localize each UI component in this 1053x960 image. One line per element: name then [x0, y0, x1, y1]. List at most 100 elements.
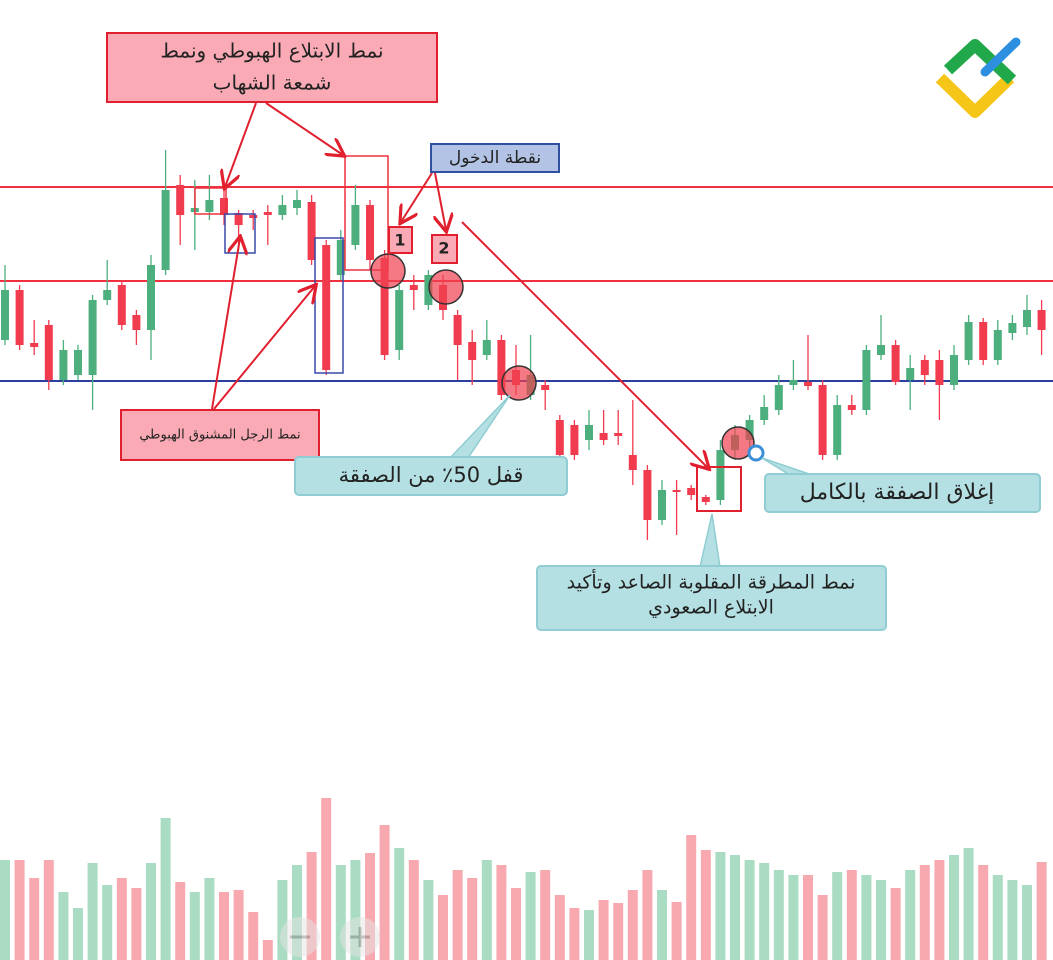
candle-body: [964, 322, 973, 360]
volume-bar: [657, 890, 667, 960]
candle-body: [628, 455, 637, 470]
volume-bar: [890, 888, 901, 960]
volume-bar: [394, 848, 405, 960]
volume-bar: [803, 875, 813, 960]
volume-bar: [569, 908, 580, 960]
candle-body: [804, 382, 812, 386]
annotation-text: نمط المطرقة المقلوبة الصاعد وتأكيد: [567, 569, 856, 594]
annotation-box: [430, 143, 560, 173]
candle-body: [687, 488, 696, 495]
candle-body: [585, 425, 593, 440]
signal-circles: [370, 253, 755, 460]
annotation-box: [764, 473, 1041, 513]
candle-body: [818, 385, 827, 455]
candle-body: [322, 245, 331, 370]
volume-bar: [102, 885, 113, 960]
volume-bar: [87, 863, 98, 960]
volume-bar: [481, 860, 492, 960]
candle-body: [643, 470, 652, 520]
candle-body: [59, 350, 68, 380]
volume-bar: [233, 890, 244, 960]
candle-body: [44, 325, 53, 380]
arrow: [435, 172, 446, 230]
volume-bar: [846, 870, 857, 960]
volume-bar: [365, 853, 375, 960]
candle-body: [541, 385, 550, 390]
candle-body: [877, 345, 885, 355]
candle-body: [862, 350, 871, 410]
annotation-box: [106, 32, 438, 103]
candle-body: [993, 330, 1002, 360]
volume-bar: [131, 888, 142, 960]
volume-bar: [408, 860, 419, 960]
candle-body: [205, 200, 214, 212]
volume-bar: [963, 848, 974, 960]
volume-bar: [861, 875, 872, 960]
candle-body: [555, 420, 564, 455]
marker-label: 2: [438, 239, 449, 258]
volume-bar: [949, 855, 959, 960]
candle-body: [920, 360, 929, 375]
annotation-text: إغلاق الصفقة بالكامل: [800, 480, 995, 505]
candle-body: [1037, 310, 1046, 330]
volume-bar: [773, 870, 784, 960]
annotation-text: نقطة الدخول: [449, 148, 541, 168]
zoom-controls: [280, 917, 380, 957]
highlight-boxes: [194, 155, 742, 512]
annotation-boxes: [106, 32, 1041, 631]
volume-bar: [0, 860, 10, 960]
candle-body: [234, 213, 243, 225]
annotation-text: نمط الابتلاع الهبوطي ونمط: [160, 39, 383, 64]
volume-bar: [438, 895, 448, 960]
candle-body: [220, 198, 228, 215]
candle-body: [147, 265, 155, 330]
volume-bar: [759, 863, 770, 960]
candle-body: [482, 340, 491, 355]
arrow: [211, 238, 240, 410]
marker-box: [388, 226, 413, 254]
volume-bar: [262, 940, 273, 960]
marker-label: 1: [394, 231, 405, 250]
candle-body: [599, 433, 608, 440]
candle-body: [950, 355, 958, 385]
volume-bar: [905, 870, 916, 960]
candle-body: [278, 205, 287, 215]
volume-bar: [204, 878, 215, 960]
candle-body: [380, 258, 389, 355]
volume-bar: [730, 855, 740, 960]
volume-bar: [467, 878, 478, 960]
volume-bar: [715, 852, 726, 960]
volume-bar: [248, 912, 259, 960]
candle-body: [161, 190, 170, 270]
annotation-texts: نمط الابتلاع الهبوطي ونمط شمعة الشهاب نق…: [139, 39, 994, 619]
annotation-text: الابتلاع الصعودي: [648, 597, 774, 619]
volume-bar: [934, 860, 945, 960]
candle-body: [424, 275, 433, 305]
exit-point: [747, 444, 765, 462]
candle-body: [774, 385, 783, 410]
annotation-box: [120, 409, 320, 461]
arrow: [213, 286, 315, 410]
volume-bar: [671, 902, 682, 960]
annotation-text: قفل 50٪ من الصفقة: [339, 463, 524, 487]
volume-bar: [978, 865, 989, 960]
volume-bar: [817, 895, 828, 960]
highlight-box: [194, 187, 227, 215]
logo-part: [935, 73, 1015, 118]
annotation-text: نمط الرجل المشنوق الهبوطي: [139, 428, 300, 443]
signal-circle: [370, 253, 406, 289]
candle-body: [30, 343, 39, 347]
volume-bar: [29, 878, 40, 960]
volume-bar: [1022, 885, 1032, 960]
volume-bar: [832, 872, 843, 960]
highlight-box: [696, 466, 742, 512]
candle-body: [263, 212, 272, 215]
candle-body: [307, 202, 316, 260]
highlight-box: [314, 237, 344, 374]
candle-body: [103, 290, 112, 300]
candle-body: [1008, 323, 1017, 333]
candle-body: [833, 405, 842, 455]
candle-body: [468, 342, 477, 360]
volume-bar: [175, 882, 186, 960]
volume-bar: [540, 870, 551, 960]
